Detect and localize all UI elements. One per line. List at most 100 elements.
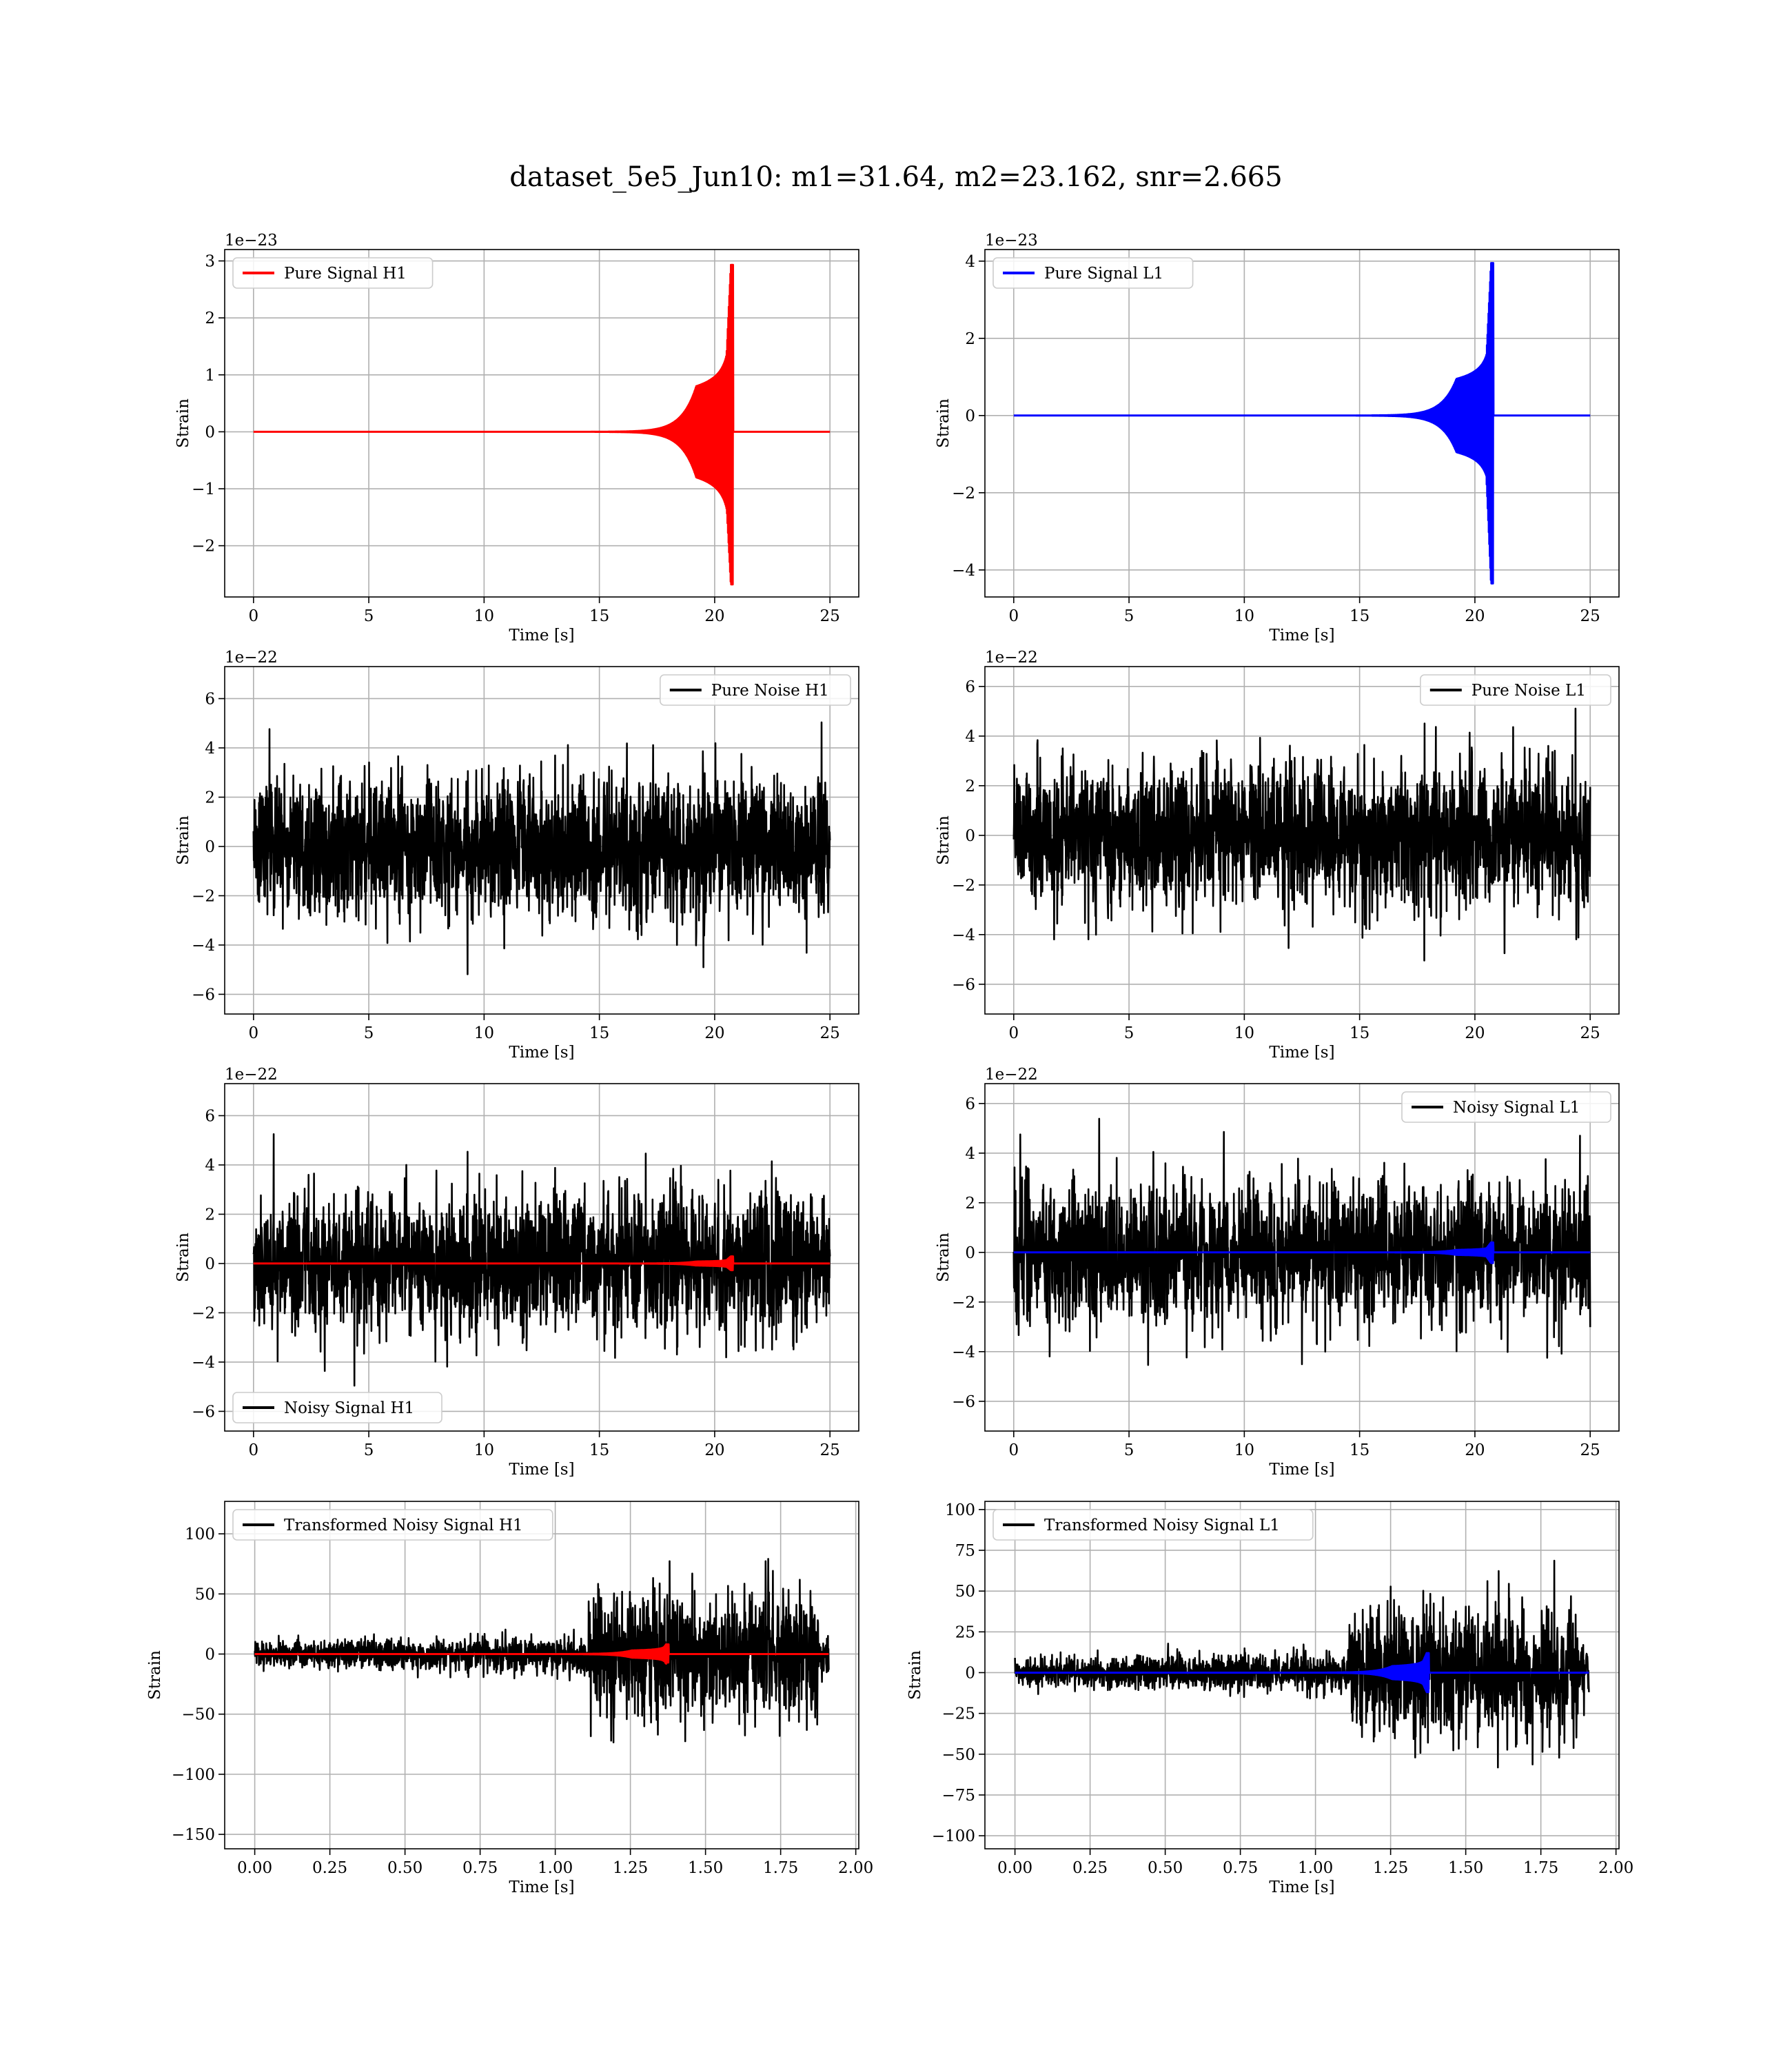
plot-area — [252, 1133, 831, 1387]
x-tick-label: 1.75 — [1523, 1859, 1558, 1877]
y-tick-label: 2 — [205, 789, 215, 807]
legend-frame — [232, 257, 434, 289]
subplot-pure-noise-l1: 0 5 10 15 20 25 −6 −4 −2 0 2 4 6 Time [s] Strain 1e−22 P… — [935, 649, 1620, 1062]
series-line-pure-noise-h1 — [252, 721, 831, 975]
y-tick-label: 0 — [965, 1664, 975, 1682]
y-tick-label: 4 — [205, 740, 215, 758]
legend-frame — [992, 1509, 1314, 1541]
x-tick-label: 5 — [1124, 1441, 1134, 1459]
legend: Pure Signal H1 — [232, 257, 434, 289]
legend-frame — [232, 1392, 442, 1423]
y-tick-label: 2 — [205, 1206, 215, 1224]
x-tick-label: 1.75 — [763, 1859, 798, 1877]
x-tick-label: 0 — [1008, 607, 1019, 625]
y-tick-label: −4 — [192, 1354, 215, 1372]
y-tick-label: −2 — [192, 538, 215, 556]
plot-area — [1012, 707, 1591, 962]
legend-frame — [1420, 674, 1611, 706]
x-tick-label: 5 — [1124, 607, 1134, 625]
x-tick-label: 15 — [589, 1441, 609, 1459]
x-tick-label: 5 — [364, 1024, 374, 1042]
x-tick-label: 2.00 — [838, 1859, 873, 1877]
y-tick-label: −2 — [192, 1304, 215, 1322]
x-tick-label: 1.25 — [1373, 1859, 1408, 1877]
x-tick-label: 1.50 — [1448, 1859, 1483, 1877]
legend-entry: Noisy Signal L1 — [1453, 1099, 1580, 1117]
y-tick-label: −75 — [941, 1787, 975, 1805]
legend-frame — [1401, 1091, 1611, 1123]
x-tick-label: 0 — [1008, 1441, 1019, 1459]
x-tick-label: 5 — [1124, 1024, 1134, 1042]
x-tick-label: 20 — [704, 1441, 724, 1459]
series-line-overlay-1 — [254, 1643, 830, 1665]
y-tick-label: 25 — [955, 1623, 975, 1641]
y-tick-label: 50 — [955, 1583, 975, 1601]
axes-frame — [984, 1083, 1620, 1432]
legend-entry: Pure Noise H1 — [711, 682, 829, 700]
y-tick-label: −6 — [952, 976, 975, 994]
x-axis-label: Time [s] — [509, 627, 574, 645]
y-tick-label: 4 — [965, 253, 975, 271]
legend-frame — [992, 257, 1194, 289]
legend-entry: Pure Signal L1 — [1044, 265, 1163, 283]
x-tick-label: 20 — [1465, 1441, 1485, 1459]
legend-entry: Transformed Noisy Signal H1 — [284, 1517, 523, 1534]
y-axis-label: Strain — [906, 1650, 924, 1700]
series-line-pure-signal-l1 — [1012, 262, 1591, 585]
x-tick-label: 20 — [1465, 1024, 1485, 1042]
y-axis-label: Strain — [174, 815, 192, 865]
series-line-pure-signal-h1 — [252, 263, 831, 586]
axis-offset-text: 1e−22 — [225, 649, 278, 667]
subplot-pure-noise-h1: 0 5 10 15 20 25 −6 −4 −2 0 2 4 6 Time [s] Strain 1e−22 P… — [174, 649, 859, 1062]
x-tick-label: 0 — [248, 607, 258, 625]
y-tick-label: 3 — [205, 253, 215, 271]
y-tick-label: 6 — [205, 690, 215, 708]
y-tick-label: 1 — [205, 367, 215, 385]
series-line-overlay-1 — [252, 1255, 831, 1272]
x-tick-label: 0 — [248, 1024, 258, 1042]
subplot-transformed-noisy-signal-h1: 0.00 0.25 0.50 0.75 1.00 1.25 1.50 1.75 2.00 −150… — [146, 1501, 873, 1896]
legend: Noisy Signal H1 — [232, 1392, 442, 1423]
plot-area — [1014, 1559, 1590, 1769]
y-tick-label: 2 — [205, 310, 215, 327]
legend-entry: Pure Noise L1 — [1472, 682, 1586, 700]
axes-frame — [224, 666, 859, 1015]
axis-offset-text: 1e−23 — [225, 232, 278, 250]
y-tick-label: 100 — [945, 1501, 975, 1519]
y-tick-label: 100 — [185, 1525, 215, 1543]
legend: Noisy Signal L1 — [1401, 1091, 1611, 1123]
y-tick-label: 0 — [205, 1645, 215, 1663]
axes-frame — [224, 1501, 859, 1849]
y-tick-label: 0 — [205, 1255, 215, 1273]
x-tick-label: 25 — [1580, 1024, 1600, 1042]
x-tick-label: 1.00 — [538, 1859, 573, 1877]
y-tick-label: −150 — [172, 1826, 215, 1844]
subplot-pure-signal-h1: 0 5 10 15 20 25 −2 −1 0 1 2 3 Time [s] Strain 1e−23 Pur… — [174, 232, 859, 645]
x-tick-label: 15 — [1350, 607, 1370, 625]
y-tick-label: 0 — [965, 1244, 975, 1262]
x-tick-label: 10 — [474, 1024, 494, 1042]
axes-frame — [984, 249, 1620, 598]
x-tick-label: 25 — [1580, 607, 1600, 625]
y-tick-label: 2 — [965, 778, 975, 795]
figure-title: dataset_5e5_Jun10: m1=31.64, m2=23.162, … — [509, 161, 1282, 193]
y-tick-label: −50 — [941, 1746, 975, 1764]
y-axis-label: Strain — [935, 1233, 953, 1282]
x-tick-label: 0 — [1008, 1024, 1019, 1042]
y-tick-label: −2 — [192, 887, 215, 905]
y-tick-label: 0 — [205, 838, 215, 856]
x-tick-label: 10 — [474, 1441, 494, 1459]
x-tick-label: 10 — [1234, 607, 1254, 625]
x-axis-label: Time [s] — [1269, 627, 1334, 645]
x-tick-label: 10 — [1234, 1024, 1254, 1042]
x-tick-label: 15 — [589, 1024, 609, 1042]
axis-offset-text: 1e−22 — [985, 1066, 1038, 1084]
x-axis-label: Time [s] — [509, 1461, 574, 1479]
plot-area — [1012, 262, 1591, 585]
x-tick-label: 1.00 — [1298, 1859, 1333, 1877]
x-tick-label: 25 — [820, 1024, 840, 1042]
y-tick-label: −4 — [952, 1344, 975, 1361]
y-tick-label: 4 — [965, 728, 975, 746]
plot-area — [252, 263, 831, 586]
